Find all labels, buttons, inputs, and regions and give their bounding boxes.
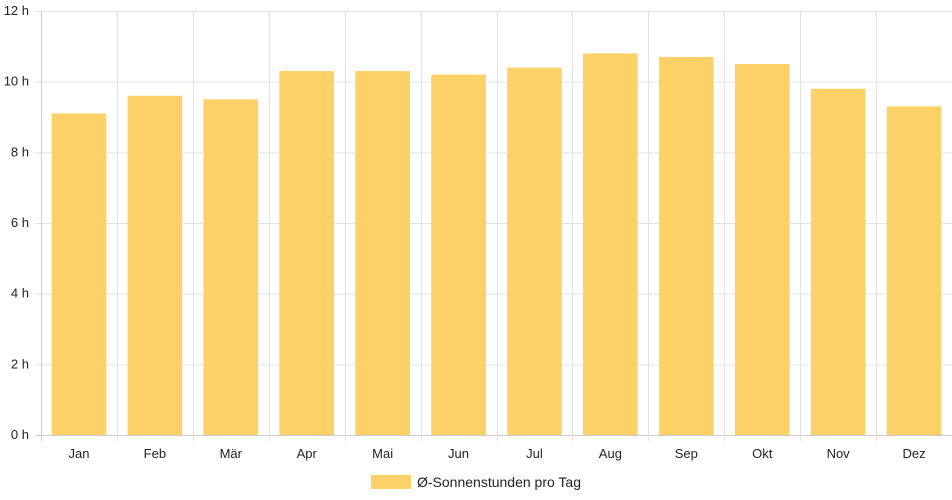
x-tick-label: Dez — [902, 446, 925, 461]
x-tick-label: Aug — [599, 446, 622, 461]
y-tick-label: 4 h — [11, 286, 29, 301]
bar-feb — [127, 95, 183, 436]
y-tick-label: 10 h — [4, 74, 29, 89]
x-tick-label: Feb — [144, 446, 166, 461]
bar-nov — [810, 88, 866, 435]
bar-mai — [355, 71, 410, 436]
x-tick-label: Jul — [526, 446, 543, 461]
bar-dez — [886, 106, 942, 436]
legend-label: Ø-Sonnenstunden pro Tag — [417, 474, 581, 490]
x-tick-label: Mai — [372, 446, 393, 461]
y-tick-label: 12 h — [4, 3, 29, 18]
bar-okt — [734, 64, 790, 435]
y-tick-label: 6 h — [11, 215, 29, 230]
x-tick-label: Apr — [297, 446, 318, 461]
legend-swatch — [371, 475, 411, 489]
x-tick-label: Jan — [68, 446, 89, 461]
bar-sep — [658, 56, 714, 435]
bar-apr — [279, 71, 335, 436]
x-tick-label: Nov — [827, 446, 851, 461]
bar-mär — [203, 99, 259, 435]
y-tick-label: 2 h — [11, 356, 29, 371]
x-tick-label: Mär — [220, 446, 243, 461]
legend[interactable]: Ø-Sonnenstunden pro Tag — [0, 472, 952, 492]
bar-jul — [507, 67, 562, 436]
x-tick-label: Okt — [752, 446, 773, 461]
bar-jun — [431, 74, 486, 435]
x-tick-label: Sep — [675, 446, 698, 461]
x-tick-label: Jun — [448, 446, 469, 461]
y-tick-label: 8 h — [11, 144, 29, 159]
y-tick-label: 0 h — [11, 427, 29, 442]
bar-jan — [51, 113, 107, 435]
bar-aug — [583, 53, 638, 436]
